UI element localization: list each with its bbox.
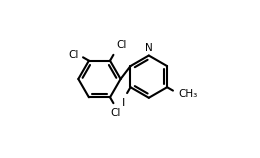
Text: CH₃: CH₃ <box>178 89 198 99</box>
Text: Cl: Cl <box>111 108 121 118</box>
Text: Cl: Cl <box>68 50 79 60</box>
Text: Cl: Cl <box>116 40 126 50</box>
Text: I: I <box>122 98 126 108</box>
Text: N: N <box>145 43 153 53</box>
